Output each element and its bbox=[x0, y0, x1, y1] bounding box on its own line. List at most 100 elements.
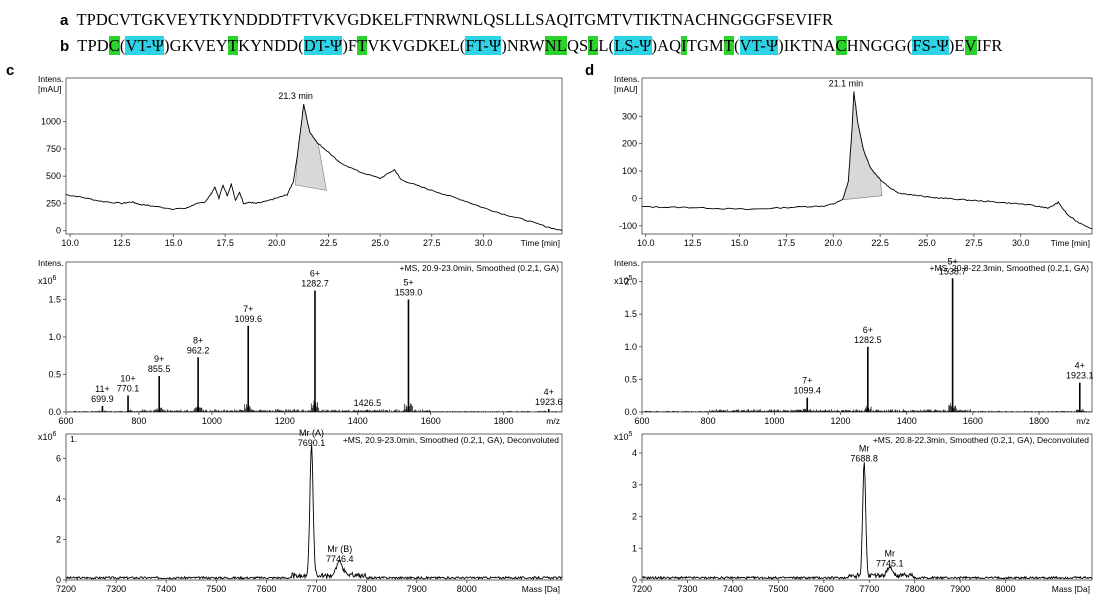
y-tick-label: 0.5 bbox=[48, 370, 61, 380]
plot-frame bbox=[65, 433, 563, 581]
x-tick-label: 1800 bbox=[494, 416, 514, 426]
x-tick-label: 7800 bbox=[357, 584, 377, 594]
peak-mz-label: 770.1 bbox=[117, 384, 140, 394]
x-tick-label: 22.5 bbox=[320, 238, 338, 248]
sequence-b-segment: DT-Ψ bbox=[303, 36, 343, 55]
peak-mz-label: 1099.6 bbox=[234, 314, 262, 324]
sequence-b-segment: VKVGDKEL( bbox=[367, 36, 466, 55]
x-tick-label: 7500 bbox=[768, 584, 788, 594]
sequence-b-segment: VT-Ψ bbox=[739, 36, 779, 55]
chart-title: +MS, 20.9-23.0min, Smoothed (0.2,1, GA),… bbox=[343, 435, 559, 445]
peak-charge-label: 7+ bbox=[802, 376, 812, 386]
x-tick-label: 27.5 bbox=[965, 238, 983, 248]
y-tick-label: 100 bbox=[622, 166, 637, 176]
x-tick-label: 1800 bbox=[1029, 416, 1049, 426]
x-tick-label: 1400 bbox=[897, 416, 917, 426]
x-tick-label: 30.0 bbox=[475, 238, 493, 248]
peak-mz-label: 1538.7 bbox=[939, 266, 967, 276]
sequence-b-segment: ( bbox=[733, 36, 740, 55]
y-axis-label: Intens. bbox=[38, 258, 64, 268]
sequence-b-segment: )E bbox=[948, 36, 965, 55]
x-tick-label: 7400 bbox=[723, 584, 743, 594]
x-axis-label: Time [min] bbox=[521, 238, 560, 248]
sequence-b-segment: IFR bbox=[976, 36, 1003, 55]
y-exponent: x105 bbox=[614, 431, 633, 442]
chart-d2: 600 800 1000 1200 1400 1600 1800 0.0 0.5 1.0 1.5 2.… bbox=[614, 256, 1094, 426]
x-axis-label: Mass [Da] bbox=[1052, 584, 1090, 594]
panel-letter-d: d bbox=[585, 62, 595, 79]
sequence-b-segment: )NRW bbox=[501, 36, 545, 55]
sequence-b-segment: T bbox=[227, 36, 239, 55]
sequence-b-segment: TPD bbox=[77, 36, 109, 55]
y-tick-label: 300 bbox=[622, 111, 637, 121]
sequence-b-segment: L bbox=[588, 36, 599, 55]
y-tick-label: 0 bbox=[56, 226, 61, 236]
y-tick-label: 4 bbox=[632, 448, 637, 458]
peak-charge-label: 11+ bbox=[95, 384, 110, 394]
x-tick-label: 17.5 bbox=[216, 238, 234, 248]
chart-title: +MS, 20.9-23.0min, Smoothed (0.2,1, GA) bbox=[400, 263, 560, 273]
panel-letter-c: c bbox=[6, 62, 15, 79]
x-tick-label: 20.0 bbox=[268, 238, 286, 248]
x-tick-label: 15.0 bbox=[165, 238, 183, 248]
x-tick-label: 7900 bbox=[407, 584, 427, 594]
x-tick-label: 7400 bbox=[156, 584, 176, 594]
y-exponent: x106 bbox=[38, 431, 57, 442]
sequence-b-segment: V bbox=[964, 36, 977, 55]
sequence-b: b TPDC(VT-Ψ)GKVEYTKYNDD(DT-Ψ)FTVKVGDKEL(F… bbox=[60, 36, 1003, 56]
sequence-b-segment: VT-Ψ bbox=[125, 36, 165, 55]
sequence-b-label: b bbox=[60, 38, 70, 55]
peak-charge-label: 6+ bbox=[863, 325, 873, 335]
sequence-b-segment: T bbox=[357, 36, 368, 55]
sequence-a: a TPDCVTGKVEYTKYNDDDTFTVKVGDKELFTNRWNLQSL… bbox=[60, 10, 833, 30]
peak-charge-label: 6+ bbox=[310, 269, 320, 279]
peak-mass-label: 7688.8 bbox=[850, 454, 878, 464]
y-tick-label: -100 bbox=[619, 221, 637, 231]
peak-mz-label: 855.5 bbox=[148, 364, 171, 374]
x-tick-label: 600 bbox=[58, 416, 73, 426]
chart-d1: 10.0 12.5 15.0 17.5 20.0 22.5 25.0 27.5 30.0 -100… bbox=[614, 74, 1093, 248]
y-tick-label: 4 bbox=[56, 494, 61, 504]
y-tick-label: 6 bbox=[56, 453, 61, 463]
x-tick-label: 800 bbox=[701, 416, 716, 426]
y-tick-label: 1.0 bbox=[624, 342, 637, 352]
x-tick-label: 22.5 bbox=[871, 238, 889, 248]
x-axis-label: Time [min] bbox=[1051, 238, 1090, 248]
peak-label: 21.1 min bbox=[829, 79, 864, 89]
chromatogram-trace bbox=[641, 91, 1093, 229]
peak-name-label: Mr bbox=[859, 444, 870, 454]
y-tick-label: 1 bbox=[632, 543, 637, 553]
x-tick-label: 7700 bbox=[306, 584, 326, 594]
x-tick-label: 7500 bbox=[206, 584, 226, 594]
peak-mz-label: 1539.0 bbox=[395, 288, 423, 298]
sequence-b-segment: TGM bbox=[686, 36, 724, 55]
y-exponent-power: 5 bbox=[629, 431, 633, 438]
peak-charge-label: 4+ bbox=[544, 387, 554, 397]
sequence-b-segment: )GKVEY bbox=[164, 36, 228, 55]
peak-mz-label: 1282.7 bbox=[301, 279, 329, 289]
peak-mz-label: 962.2 bbox=[187, 345, 210, 355]
y-tick-label: 0 bbox=[56, 575, 61, 585]
sequence-b-segment: NL bbox=[544, 36, 567, 55]
x-tick-label: 7900 bbox=[950, 584, 970, 594]
peak-label: 21.3 min bbox=[278, 91, 313, 101]
y-exponent-power: 6 bbox=[53, 275, 57, 282]
peak-charge-label: 9+ bbox=[154, 354, 164, 364]
sequence-b-segment: ( bbox=[119, 36, 126, 55]
x-tick-label: 7200 bbox=[56, 584, 76, 594]
y-tick-label: 200 bbox=[622, 139, 637, 149]
peak-charge-label: 8+ bbox=[193, 335, 203, 345]
x-tick-label: 10.0 bbox=[61, 238, 79, 248]
y-tick-label: 3 bbox=[632, 480, 637, 490]
y-tick-label: 0 bbox=[632, 193, 637, 203]
peak-name-label: Mr (B) bbox=[327, 544, 352, 554]
sequence-b-segment: L( bbox=[598, 36, 615, 55]
x-tick-label: 7300 bbox=[677, 584, 697, 594]
peak-charge-label: 5+ bbox=[947, 256, 957, 266]
sequence-b-segment: C bbox=[108, 36, 120, 55]
chromatogram-trace bbox=[65, 104, 563, 232]
chart-d3: 7200 7300 7400 7500 7600 7700 7800 7900 8000 0 1 2 3… bbox=[614, 431, 1093, 594]
x-tick-label: 1000 bbox=[202, 416, 222, 426]
peak-charge-label: 7+ bbox=[243, 304, 253, 314]
x-tick-label: 20.0 bbox=[824, 238, 842, 248]
